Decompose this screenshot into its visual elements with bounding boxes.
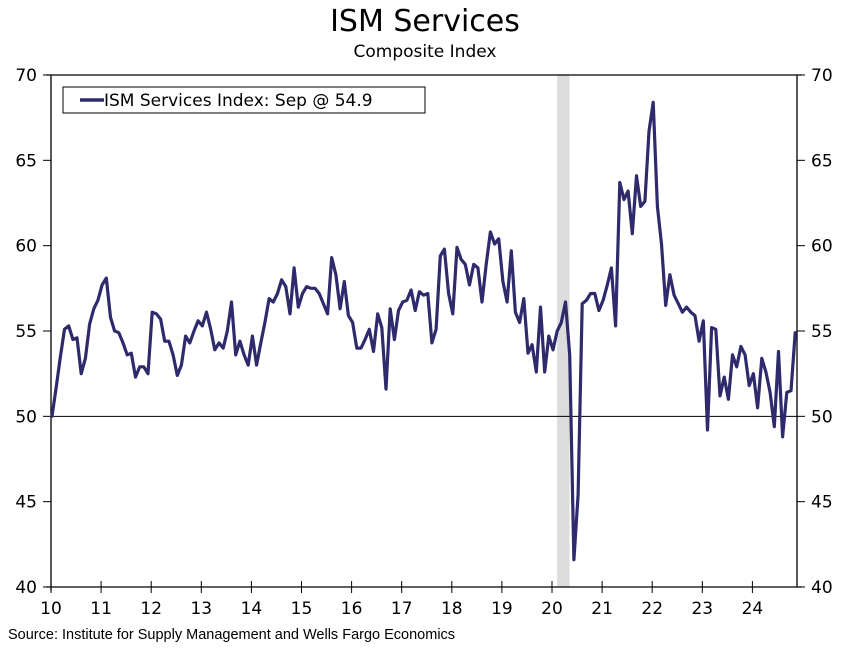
y-tick-label-right: 70 [811, 66, 833, 86]
y-tick-label-right: 45 [811, 493, 833, 513]
y-tick-label-left: 65 [15, 151, 37, 171]
x-tick-label: 24 [742, 599, 764, 619]
x-tick-label: 15 [291, 599, 313, 619]
y-tick-label-left: 70 [15, 66, 37, 86]
x-tick-label: 10 [40, 599, 62, 619]
legend: ISM Services Index: Sep @ 54.9 [62, 86, 426, 114]
x-tick-label: 18 [441, 599, 463, 619]
chart-subtitle: Composite Index [353, 42, 497, 62]
x-tick-label: 21 [591, 599, 613, 619]
y-tick-label-right: 65 [811, 151, 833, 171]
y-tick-label-right: 60 [811, 237, 833, 257]
y-tick-label-left: 60 [15, 237, 37, 257]
x-tick-label: 20 [541, 599, 563, 619]
x-tick-label: 19 [491, 599, 513, 619]
y-tick-label-left: 50 [15, 407, 37, 427]
x-tick-label: 16 [341, 599, 363, 619]
source-note: Source: Institute for Supply Management … [8, 627, 456, 643]
y-tick-label-right: 55 [811, 322, 833, 342]
y-tick-label-left: 55 [15, 322, 37, 342]
recession-band [557, 75, 570, 587]
x-tick-label: 14 [241, 599, 263, 619]
y-tick-label-right: 40 [811, 578, 833, 598]
legend-label: ISM Services Index: Sep @ 54.9 [104, 91, 373, 111]
x-tick-label: 22 [641, 599, 663, 619]
x-tick-label: 17 [391, 599, 413, 619]
x-tick-label: 23 [691, 599, 713, 619]
y-tick-label-right: 50 [811, 407, 833, 427]
legend-box [62, 86, 426, 114]
series-line-ism-services [50, 100, 797, 562]
y-tick-label-left: 40 [15, 578, 37, 598]
chart-title: ISM Services [330, 4, 520, 39]
y-tick-label-left: 45 [15, 493, 37, 513]
x-tick-label: 11 [90, 599, 112, 619]
x-tick-label: 12 [140, 599, 162, 619]
x-tick-label: 13 [190, 599, 212, 619]
